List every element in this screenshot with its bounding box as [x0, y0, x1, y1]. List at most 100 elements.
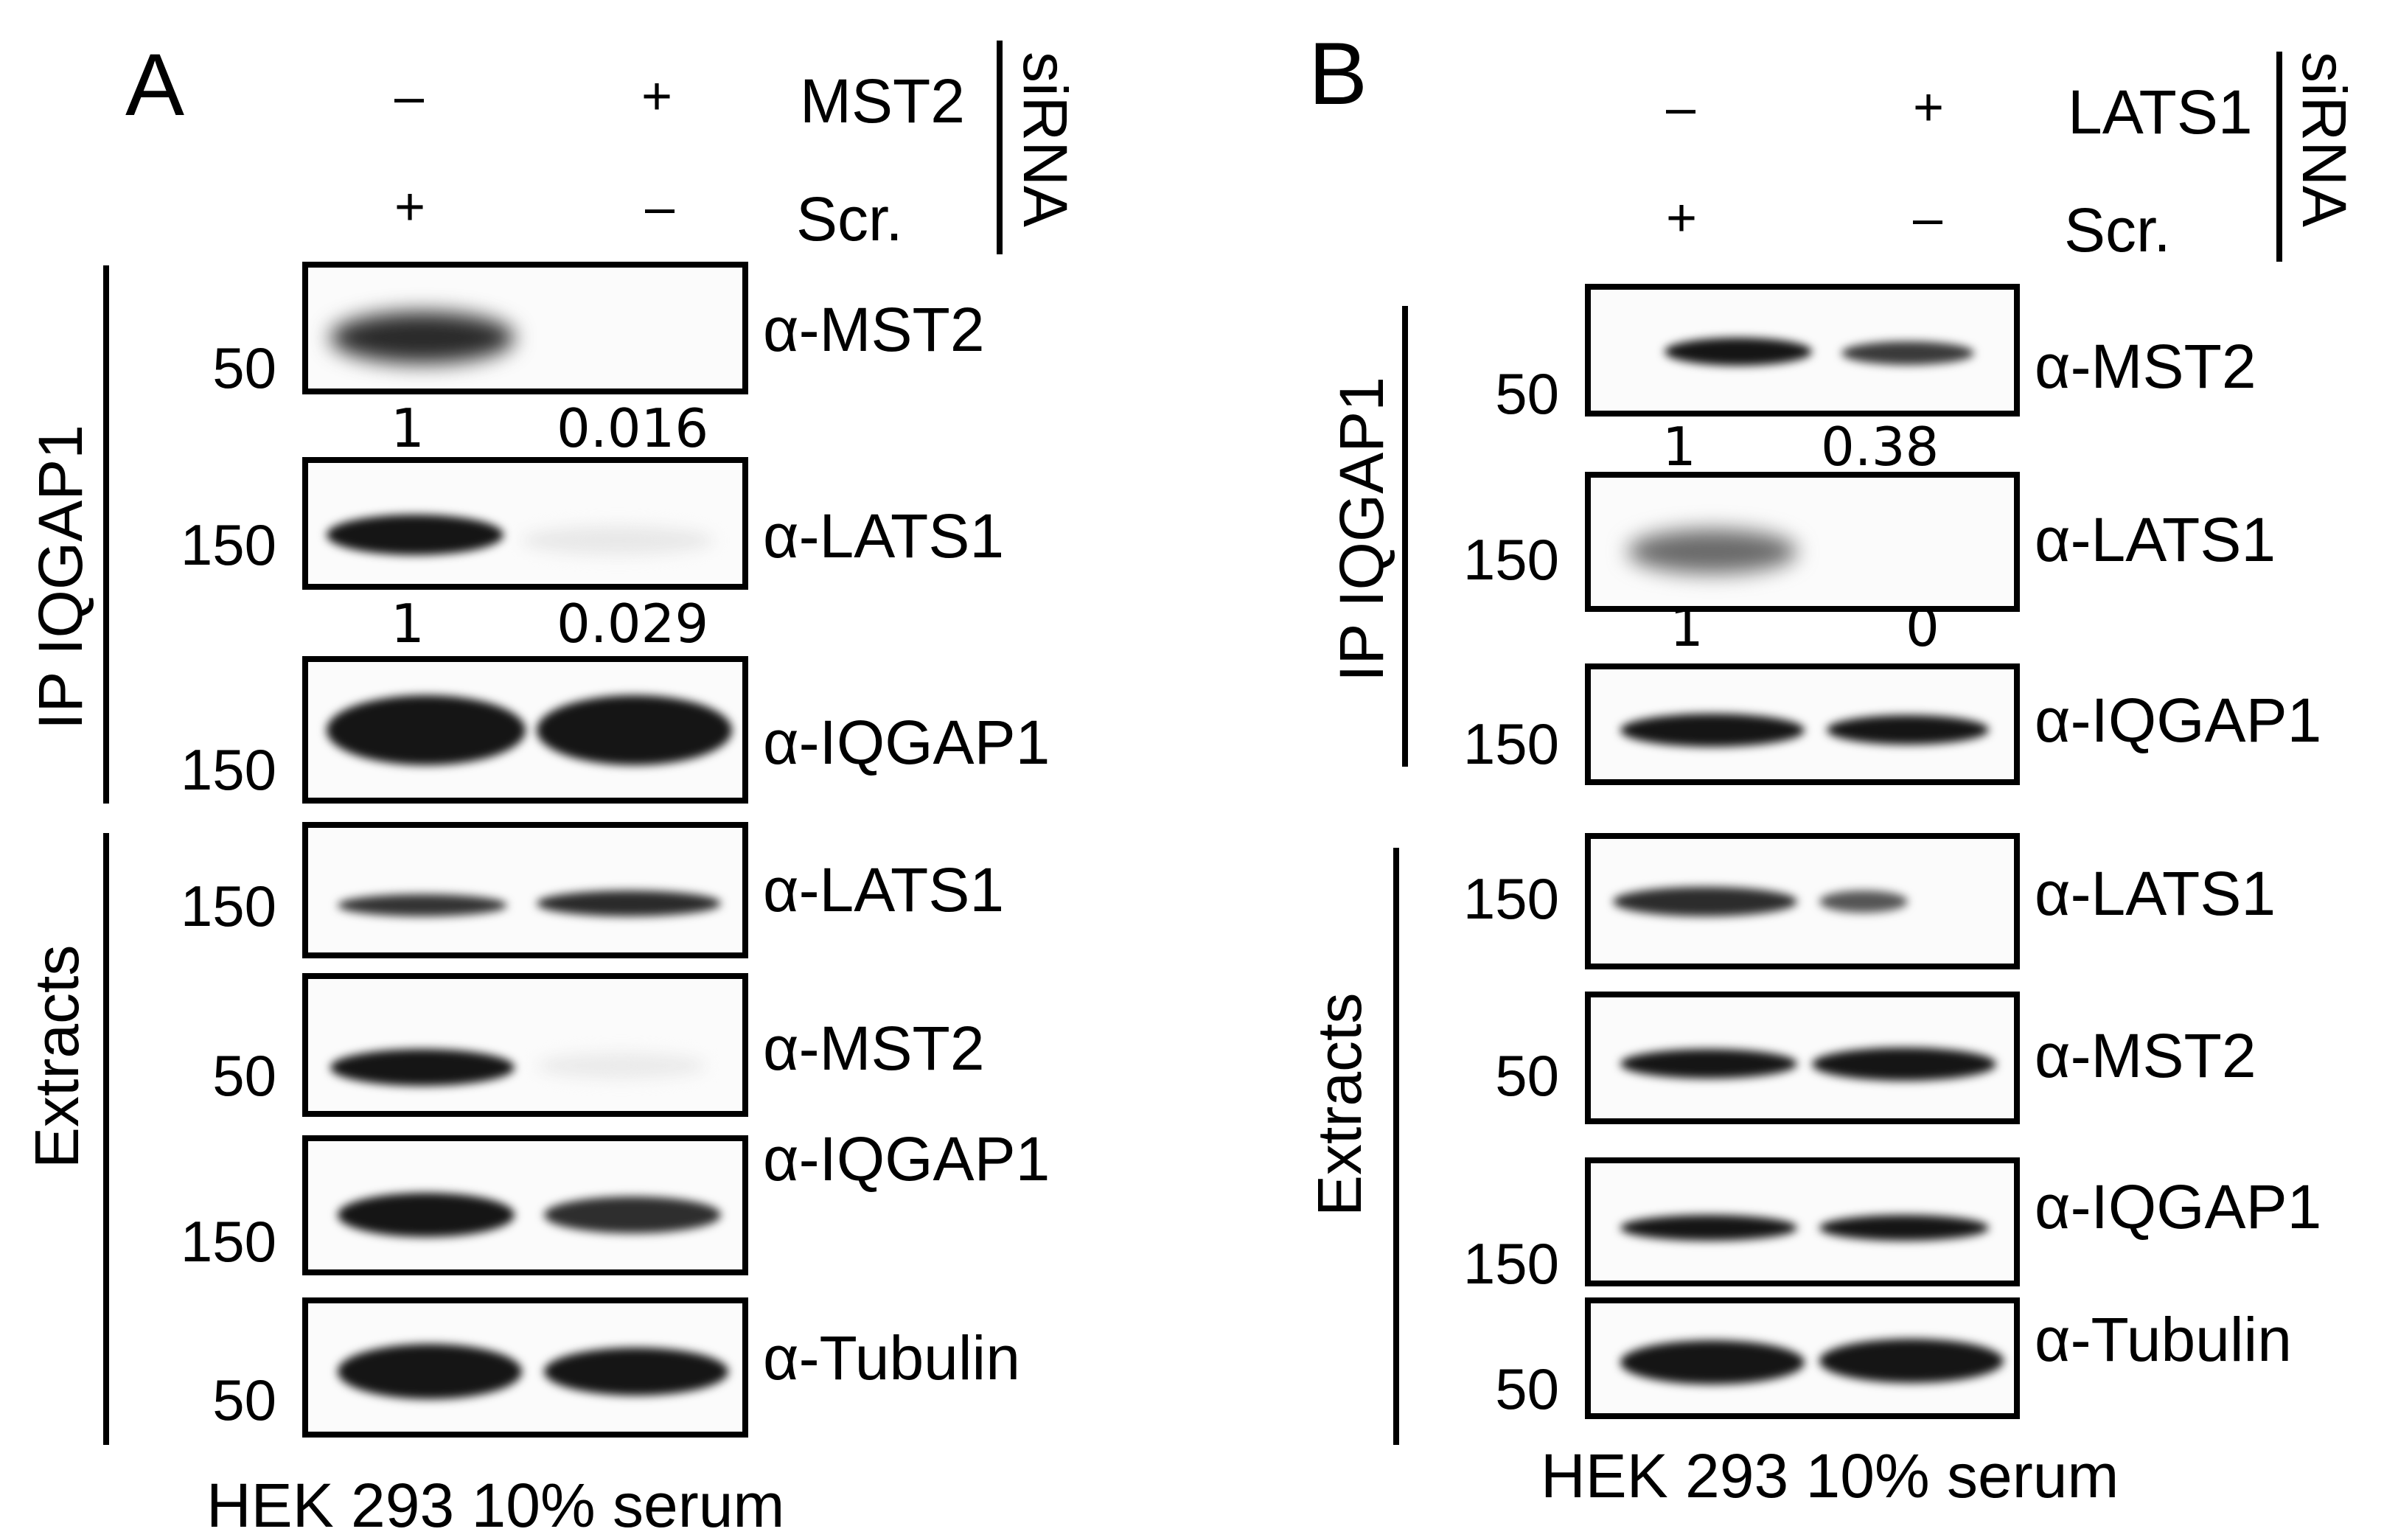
blot-band: [1841, 341, 1974, 365]
panel-b-top-lane2-sign: +: [1913, 78, 1945, 137]
panel-letter-b: B: [1308, 24, 1368, 123]
panel-b-cell-condition: HEK 293 10% serum: [1541, 1441, 2119, 1511]
panel-b-mw-marker: 150: [1463, 1231, 1559, 1296]
panel-b-quant-lane2: 0: [1906, 596, 1939, 658]
panel-a-sirna-label: siRNA: [1011, 52, 1080, 228]
panel-b-mw-marker: 50: [1495, 1356, 1559, 1421]
blot-band: [1620, 1215, 1797, 1241]
panel-a-antibody-label: α-Tubulin: [763, 1323, 1020, 1393]
panel-b-antibody-label: α-MST2: [2035, 332, 2256, 401]
panel-b-quant-lane2: 0.38: [1821, 416, 1939, 478]
panel-b-antibody-label: α-Tubulin: [2035, 1305, 2292, 1374]
panel-b-sirna-bracket: [2276, 52, 2282, 262]
panel-a-mw-marker: 150: [180, 737, 276, 802]
blot-band: [338, 894, 507, 916]
panel-a-sirna-bracket: [997, 41, 1003, 254]
panel-a-antibody-label: α-LATS1: [763, 855, 1005, 924]
blot-band: [544, 1348, 728, 1396]
blot-band: [1812, 1048, 1996, 1081]
panel-a-quant-lane2: 0.029: [557, 593, 709, 655]
panel-b-scramble-label: Scr.: [2064, 195, 2171, 265]
blot-band: [1665, 338, 1812, 366]
panel-a-blot-extract-iqgap1: [302, 1135, 748, 1275]
blot-band: [1620, 714, 1805, 747]
panel-a-antibody-label: α-IQGAP1: [763, 1124, 1050, 1194]
blot-band: [544, 1196, 721, 1233]
panel-a-cell-condition: HEK 293 10% serum: [206, 1471, 785, 1540]
panel-b-antibody-label: α-LATS1: [2035, 859, 2276, 928]
blot-band: [1628, 529, 1797, 574]
blot-band: [338, 1193, 515, 1237]
panel-a-antibody-label: α-LATS1: [763, 501, 1005, 571]
blot-band: [1819, 1215, 1989, 1241]
panel-b-bottom-lane1-sign: +: [1666, 189, 1698, 248]
panel-b-quant-lane1: 1: [1670, 596, 1704, 658]
panel-b-quant-lane1: 1: [1662, 416, 1696, 478]
panel-a-extracts-bracket: [103, 833, 109, 1445]
panel-a-antibody-label: α-MST2: [763, 1014, 985, 1083]
blot-band: [537, 891, 721, 916]
panel-a-ip-label: IP IQGAP1: [26, 425, 95, 730]
panel-a-mw-marker: 50: [212, 335, 276, 400]
panel-b-mw-marker: 50: [1495, 361, 1559, 426]
panel-b-blot-ip-mst2: [1585, 284, 2020, 417]
panel-b-extracts-bracket: [1393, 848, 1399, 1445]
panel-a-mw-marker: 150: [180, 874, 276, 938]
panel-b-blot-extract-lats1: [1585, 833, 2020, 969]
panel-a-blot-extract-mst2: [302, 973, 748, 1117]
panel-b-mw-marker: 150: [1463, 527, 1559, 592]
panel-a-blot-extract-tubulin: [302, 1297, 748, 1438]
panel-b-bottom-lane2-sign: –: [1913, 189, 1943, 248]
panel-b-antibody-label: α-IQGAP1: [2035, 1172, 2322, 1241]
panel-a-quant-lane1: 1: [391, 593, 425, 655]
blot-band: [1620, 1340, 1805, 1384]
blot-band: [327, 515, 503, 555]
panel-a-ip-bracket: [103, 265, 109, 804]
blot-band: [330, 1049, 515, 1086]
panel-a-antibody-label: α-MST2: [763, 295, 985, 364]
panel-b-ip-bracket: [1402, 306, 1408, 767]
blot-band: [1620, 1049, 1797, 1079]
blot-band: [1819, 1339, 2004, 1383]
panel-b-blot-ip-lats1: [1585, 472, 2020, 612]
panel-b-blot-extract-mst2: [1585, 992, 2020, 1124]
blot-band: [522, 526, 714, 555]
panel-a-bottom-lane1-sign: +: [394, 178, 426, 237]
panel-a-sirna-target-label: MST2: [800, 66, 966, 136]
panel-b-blot-extract-iqgap1: [1585, 1157, 2020, 1286]
panel-b-sirna-label: siRNA: [2290, 52, 2359, 228]
blot-band: [338, 1344, 522, 1399]
panel-a-mw-marker: 150: [180, 1209, 276, 1274]
blot-band: [1827, 715, 1989, 745]
panel-b-top-lane1-sign: –: [1666, 78, 1696, 137]
panel-b-mw-marker: 50: [1495, 1043, 1559, 1108]
panel-a-quant-lane2: 0.016: [557, 397, 709, 459]
panel-a-top-lane1-sign: –: [394, 67, 425, 126]
panel-a-mw-marker: 50: [212, 1367, 276, 1432]
panel-a-top-lane2-sign: +: [641, 67, 673, 126]
panel-b-antibody-label: α-LATS1: [2035, 505, 2276, 574]
panel-b-extracts-label: Extracts: [1305, 992, 1374, 1216]
blot-band: [537, 695, 732, 765]
panel-letter-a: A: [125, 35, 185, 134]
panel-b-mw-marker: 150: [1463, 711, 1559, 776]
panel-a-mw-marker: 150: [180, 512, 276, 577]
panel-a-blot-ip-lats1: [302, 457, 748, 590]
panel-b-antibody-label: α-MST2: [2035, 1021, 2256, 1090]
panel-a-blot-ip-iqgap1: [302, 656, 748, 804]
blot-band: [327, 695, 526, 765]
panel-a-bottom-lane2-sign: –: [645, 178, 675, 237]
blot-band: [1613, 887, 1797, 916]
panel-b-antibody-label: α-IQGAP1: [2035, 686, 2322, 755]
panel-a-blot-ip-mst2: [302, 262, 748, 394]
panel-b-blot-ip-iqgap1: [1585, 663, 2020, 785]
panel-b-mw-marker: 150: [1463, 866, 1559, 931]
panel-a-mw-marker: 50: [212, 1043, 276, 1108]
blot-band: [537, 1053, 706, 1079]
panel-a-blot-extract-lats1: [302, 822, 748, 958]
panel-b-sirna-target-label: LATS1: [2068, 77, 2253, 147]
panel-a-quant-lane1: 1: [391, 397, 425, 459]
panel-a-antibody-label: α-IQGAP1: [763, 708, 1050, 777]
blot-band: [1819, 891, 1908, 913]
